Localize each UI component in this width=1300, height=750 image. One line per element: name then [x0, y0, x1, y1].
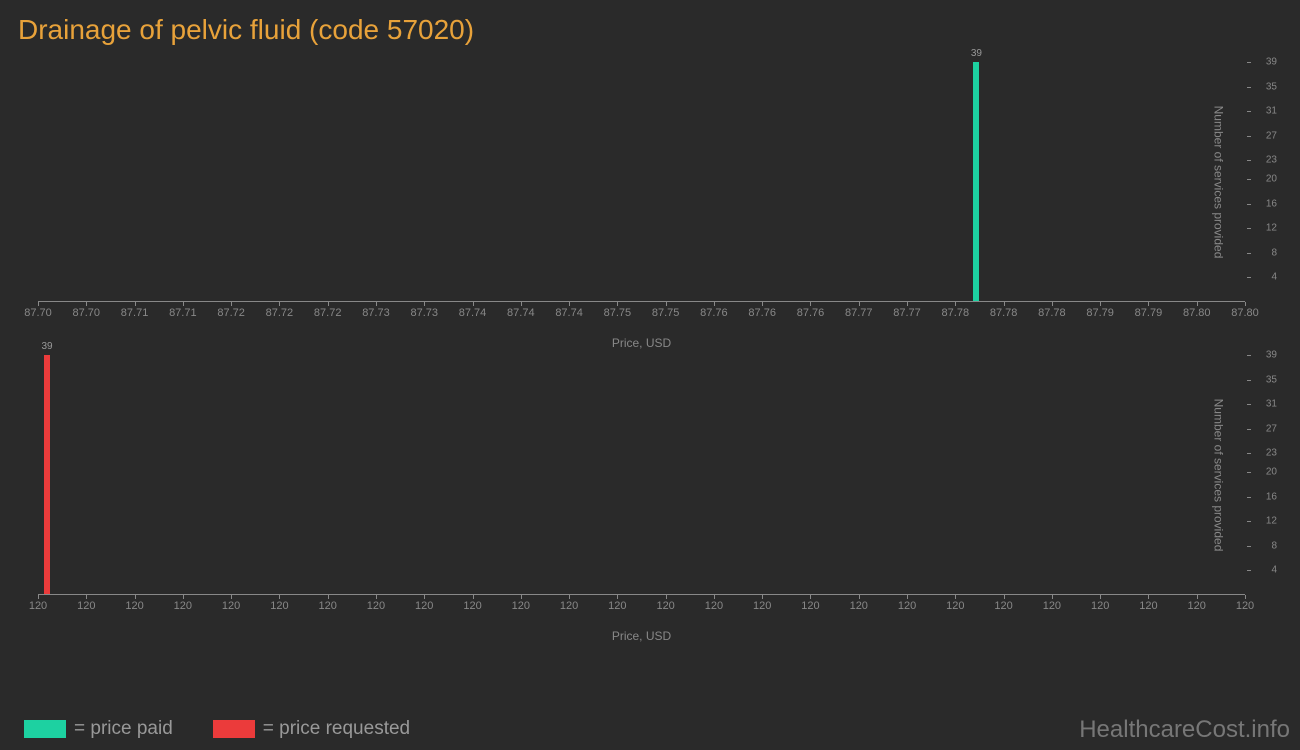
legend-label-requested: = price requested	[263, 718, 410, 740]
chart-title: Drainage of pelvic fluid (code 57020)	[0, 0, 1300, 54]
watermark: HealthcareCost.info	[1079, 716, 1290, 744]
legend-item-paid: = price paid	[24, 718, 173, 740]
plot-area-2: 39 481216202327313539 Number of services…	[38, 355, 1245, 595]
x-axis-label-2: Price, USD	[38, 629, 1245, 643]
x-ticks-2: 1201201201201201201201201201201201201201…	[38, 595, 1245, 613]
plot-area-1: 39 481216202327313539 Number of services…	[38, 62, 1245, 302]
y-axis-label-1: Number of services provided	[1212, 105, 1226, 258]
bar-label-requested: 39	[41, 341, 52, 352]
legend: = price paid = price requested	[24, 718, 410, 740]
y-ticks-1: 481216202327313539	[1245, 62, 1251, 302]
legend-item-requested: = price requested	[213, 718, 410, 740]
bar-requested: 39	[44, 355, 50, 594]
bar-paid: 39	[973, 62, 979, 301]
chart-requested: 39 481216202327313539 Number of services…	[38, 355, 1245, 640]
legend-label-paid: = price paid	[74, 718, 173, 740]
y-ticks-2: 481216202327313539	[1245, 355, 1251, 595]
chart-paid: 39 481216202327313539 Number of services…	[38, 62, 1245, 347]
x-ticks-1: 87.7087.7087.7187.7187.7287.7287.7287.73…	[38, 302, 1245, 320]
bar-label-paid: 39	[971, 48, 982, 59]
legend-swatch-paid	[24, 720, 66, 738]
legend-swatch-requested	[213, 720, 255, 738]
x-axis-label-1: Price, USD	[38, 336, 1245, 350]
y-axis-label-2: Number of services provided	[1212, 398, 1226, 551]
